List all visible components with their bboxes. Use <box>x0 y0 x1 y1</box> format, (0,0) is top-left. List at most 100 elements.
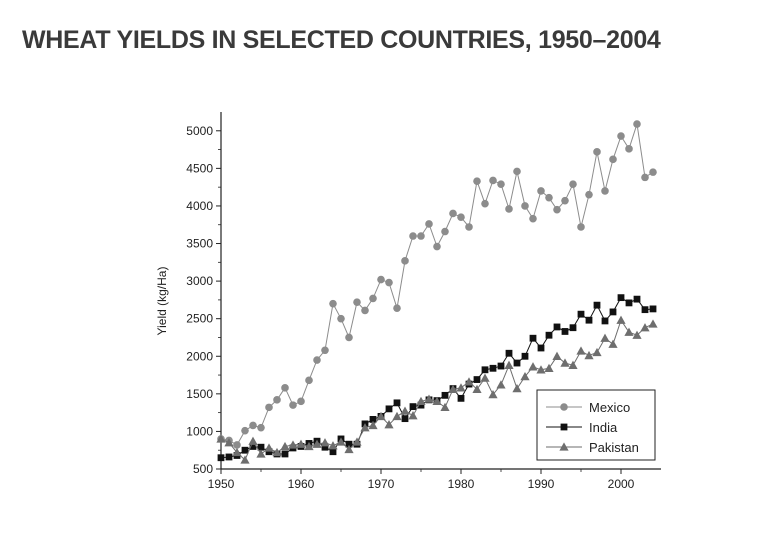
mexico-point <box>497 180 505 188</box>
pakistan-point <box>640 323 650 332</box>
legend-marker-india <box>560 423 568 431</box>
mexico-point <box>601 187 609 195</box>
pakistan-point <box>216 434 226 443</box>
pakistan-point <box>472 384 482 394</box>
pakistan-point <box>616 315 626 324</box>
pakistan-point <box>520 371 530 381</box>
mexico-point <box>457 213 465 222</box>
mexico-point <box>385 278 393 287</box>
mexico-point <box>265 403 273 412</box>
mexico-point <box>313 356 321 364</box>
mexico-point <box>537 187 545 195</box>
mexico-point <box>545 193 553 202</box>
mexico-point <box>241 426 249 435</box>
pakistan-point <box>488 389 498 399</box>
pakistan-point <box>248 436 258 445</box>
india-point <box>321 443 329 451</box>
mexico-point <box>489 176 497 185</box>
mexico-point <box>369 294 377 303</box>
pakistan-point <box>424 394 434 403</box>
y-tick-label: 3500 <box>186 237 213 251</box>
india-point <box>513 359 521 367</box>
mexico-point <box>257 423 265 432</box>
mexico-point <box>401 257 409 265</box>
pakistan-point <box>384 420 394 429</box>
mexico-point <box>617 132 625 140</box>
india-point <box>553 323 561 331</box>
india-point <box>457 394 465 402</box>
pakistan-point <box>320 438 330 447</box>
pakistan-point <box>280 441 290 451</box>
legend-marker-mexico <box>560 403 568 411</box>
mexico-point <box>377 275 385 284</box>
india-point <box>217 454 225 462</box>
india-point <box>409 403 417 411</box>
pakistan-point <box>456 383 466 392</box>
mexico-point <box>361 306 369 315</box>
pakistan-point <box>240 455 250 464</box>
india-point <box>385 405 393 413</box>
pakistan-point <box>272 447 282 457</box>
india-point <box>249 443 257 450</box>
y-tick-label: 4000 <box>186 199 213 213</box>
india-point <box>281 450 289 458</box>
x-tick-label: 1980 <box>448 477 475 491</box>
mexico-point <box>577 223 585 231</box>
pakistan-point <box>536 365 546 374</box>
india-point <box>481 366 489 374</box>
mexico-point <box>433 242 441 251</box>
pakistan-point <box>352 437 362 446</box>
pakistan-point <box>336 437 346 446</box>
india-point <box>265 448 273 456</box>
mexico-point <box>353 298 361 306</box>
pakistan-point <box>224 438 234 447</box>
india-point <box>369 415 377 423</box>
mexico-point <box>233 441 241 449</box>
y-tick-label: 5000 <box>186 124 213 138</box>
india-point <box>497 362 505 370</box>
pakistan-point <box>464 377 474 386</box>
india-point <box>521 352 529 360</box>
legend-label-mexico: Mexico <box>589 400 630 415</box>
pakistan-point <box>528 362 538 371</box>
pakistan-point <box>256 449 266 458</box>
india-point <box>489 364 497 372</box>
india-point <box>609 308 617 316</box>
y-tick-label: 3000 <box>186 274 213 288</box>
mexico-point <box>329 299 337 308</box>
pakistan-point <box>648 319 658 328</box>
mexico-point <box>249 421 257 430</box>
mexico-point <box>481 199 489 208</box>
pakistan-point <box>232 447 242 457</box>
mexico-point <box>641 173 649 182</box>
pakistan-point <box>448 384 458 394</box>
pakistan-point <box>400 406 410 415</box>
y-axis-label: Yield (kg/Ha) <box>155 267 169 336</box>
pakistan-point <box>592 347 602 357</box>
mexico-point <box>585 190 593 199</box>
pakistan-point <box>296 439 306 448</box>
y-tick-label: 2000 <box>186 349 213 363</box>
mexico-point <box>393 304 401 312</box>
india-point <box>649 305 657 313</box>
mexico-point <box>273 396 281 404</box>
india-point <box>225 453 233 461</box>
mexico-point <box>473 177 481 185</box>
pakistan-point <box>344 444 354 454</box>
page-title: WHEAT YIELDS IN SELECTED COUNTRIES, 1950… <box>22 26 661 54</box>
india-point <box>529 334 537 342</box>
pakistan-point <box>512 383 522 393</box>
india-point <box>441 391 449 399</box>
pakistan-point <box>552 351 562 360</box>
india-point <box>641 306 649 314</box>
india-point <box>617 294 625 302</box>
pakistan-point <box>544 363 554 372</box>
pakistan-point <box>304 441 314 451</box>
chart-series <box>216 120 658 464</box>
y-tick-label: 500 <box>193 462 213 476</box>
india-point <box>625 299 633 307</box>
pakistan-point <box>496 380 506 389</box>
pakistan-point <box>480 373 490 382</box>
x-tick-label: 2000 <box>608 477 635 491</box>
